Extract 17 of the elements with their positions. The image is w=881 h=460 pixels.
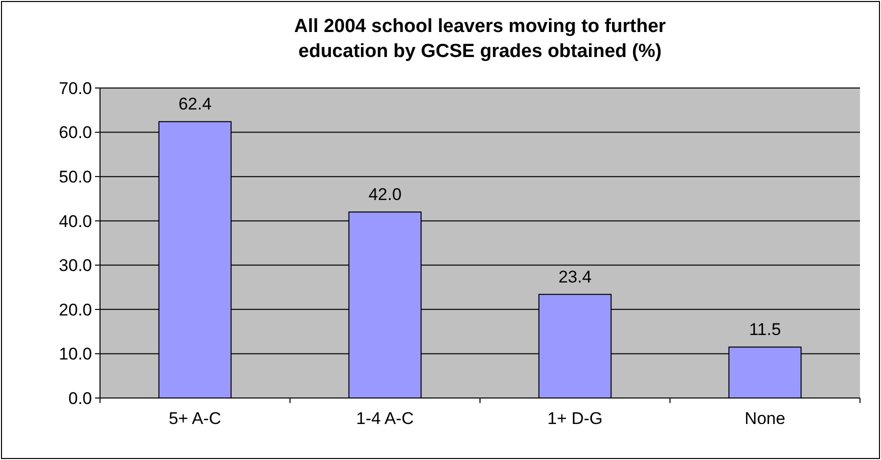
x-tick-label: 1+ D-G	[547, 409, 603, 428]
chart-title: All 2004 school leavers moving to further education by GCSE grades obtained (%)	[294, 16, 666, 62]
x-tick-label: 5+ A-C	[168, 409, 222, 428]
y-tick-label: 50.0	[58, 168, 92, 187]
x-tick-label: 1-4 A-C	[356, 409, 414, 428]
y-tick-label: 70.0	[58, 78, 92, 98]
y-tick-label: 40.0	[58, 212, 92, 231]
y-tick-label: 10.0	[58, 344, 92, 364]
data-label: 23.4	[558, 267, 592, 286]
data-label: 42.0	[368, 185, 402, 204]
y-tick-label: 0.0	[68, 388, 92, 408]
x-tick-label: None	[744, 409, 786, 428]
data-label: 11.5	[749, 320, 781, 340]
y-tick-label: 30.0	[58, 256, 92, 276]
y-tick-label: 60.0	[58, 123, 92, 142]
y-tick-label: 20.0	[58, 300, 92, 320]
data-label: 62.4	[178, 94, 212, 114]
